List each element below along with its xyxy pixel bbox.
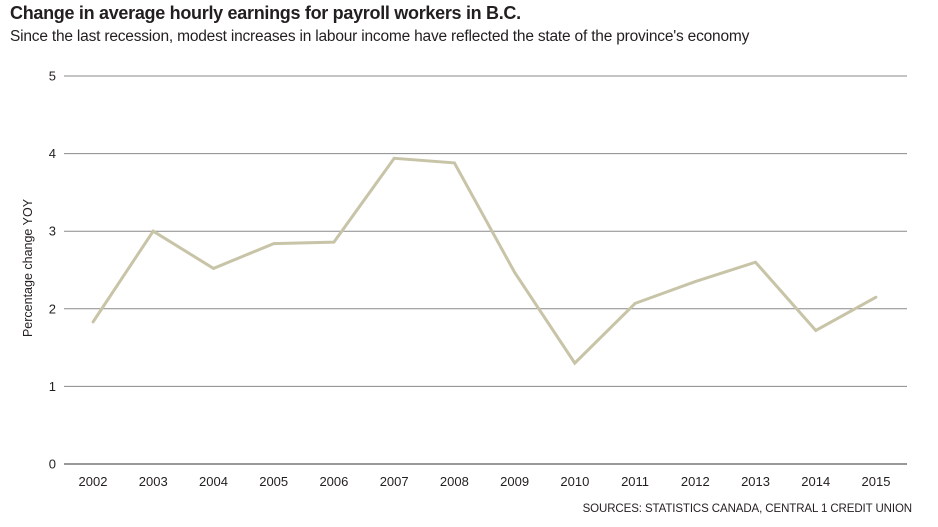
data-point bbox=[814, 329, 818, 332]
data-point bbox=[693, 280, 697, 284]
x-tick-label: 2012 bbox=[681, 474, 710, 489]
x-tick-label: 2003 bbox=[139, 474, 168, 489]
source-credit: SOURCES: STATISTICS CANADA, CENTRAL 1 CR… bbox=[582, 503, 913, 515]
data-point bbox=[513, 270, 517, 274]
data-point bbox=[272, 242, 276, 246]
chart-subtitle: Since the last recession, modest increas… bbox=[10, 28, 750, 45]
x-tick-label: 2013 bbox=[741, 474, 770, 489]
data-point bbox=[392, 156, 396, 160]
x-tick-label: 2009 bbox=[500, 474, 529, 489]
y-tick-label: 1 bbox=[49, 379, 56, 394]
data-point bbox=[91, 320, 95, 324]
y-tick-label: 0 bbox=[49, 457, 56, 472]
data-point bbox=[151, 229, 155, 233]
data-point bbox=[754, 260, 757, 264]
x-tick-label: 2002 bbox=[79, 474, 108, 489]
x-tick-label: 2004 bbox=[199, 474, 228, 489]
series-line bbox=[91, 156, 877, 366]
y-tick-label: 3 bbox=[49, 224, 56, 239]
y-tick-label: 2 bbox=[49, 301, 56, 316]
data-point bbox=[573, 361, 577, 365]
x-axis-ticks: 2002 2003 2004 2005 2006 2007 2008 2009 2010 2011… bbox=[79, 474, 891, 489]
x-tick-label: 2011 bbox=[621, 474, 649, 489]
x-tick-label: 2007 bbox=[380, 474, 409, 489]
x-tick-label: 2015 bbox=[862, 474, 891, 489]
y-tick-label: 5 bbox=[49, 69, 56, 84]
chart-title: Change in average hourly earnings for pa… bbox=[10, 3, 521, 23]
data-point bbox=[452, 161, 456, 165]
x-tick-label: 2005 bbox=[259, 474, 288, 489]
x-tick-label: 2008 bbox=[440, 474, 469, 489]
data-point bbox=[633, 301, 637, 305]
x-tick-label: 2014 bbox=[801, 474, 830, 489]
data-point bbox=[874, 295, 878, 299]
x-tick-label: 2006 bbox=[319, 474, 348, 489]
y-axis-label: Percentage change YOY bbox=[21, 198, 35, 337]
x-tick-label: 2010 bbox=[560, 474, 589, 489]
series-layer bbox=[91, 156, 878, 366]
y-axis-ticks: 0 1 2 3 4 5 bbox=[49, 69, 56, 472]
data-point bbox=[332, 240, 336, 244]
gridlines bbox=[64, 75, 907, 465]
y-tick-label: 4 bbox=[49, 146, 56, 161]
data-point bbox=[212, 267, 215, 270]
